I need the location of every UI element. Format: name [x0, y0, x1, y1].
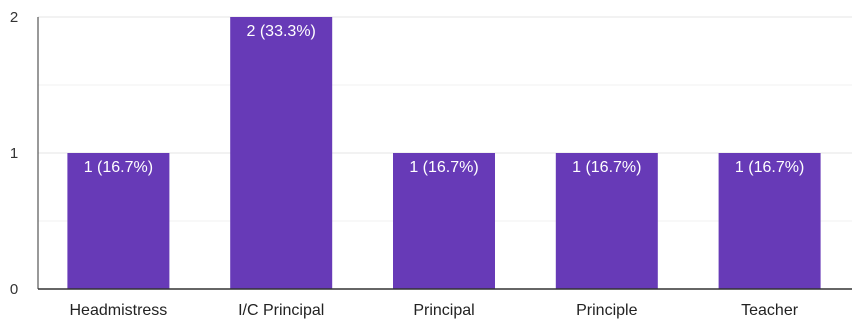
y-tick-label: 0 [10, 281, 18, 298]
x-tick-label: I/C Principal [238, 302, 324, 319]
x-tick-label: Principle [576, 302, 637, 319]
x-tick-label: Teacher [741, 302, 799, 319]
bar [67, 153, 170, 289]
bar [393, 153, 495, 289]
data-label: 1 (16.7%) [735, 159, 804, 176]
data-label: 1 (16.7%) [84, 159, 153, 176]
data-label: 1 (16.7%) [572, 159, 641, 176]
bar [718, 153, 821, 289]
y-tick-label: 1 [10, 145, 18, 162]
x-tick-label: Principal [413, 302, 474, 319]
y-tick-label: 2 [10, 9, 18, 26]
data-label: 2 (33.3%) [247, 23, 316, 40]
bar [555, 153, 658, 289]
data-label: 1 (16.7%) [409, 159, 478, 176]
x-tick-label: Headmistress [69, 302, 167, 319]
bar [230, 17, 333, 289]
